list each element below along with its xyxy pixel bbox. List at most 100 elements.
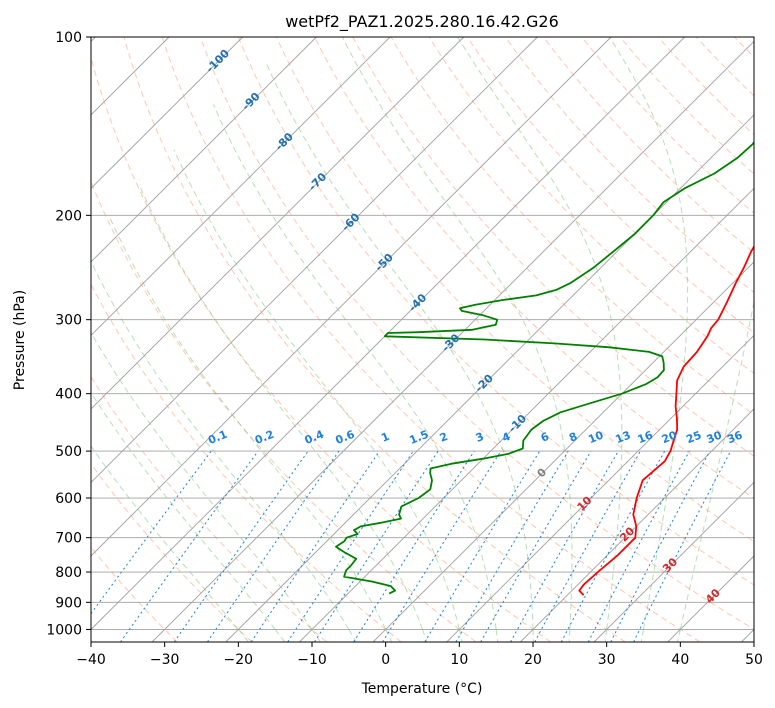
isotherm-line bbox=[91, 37, 244, 190]
x-tick-label: −10 bbox=[297, 652, 327, 668]
moist-adiabat bbox=[609, 37, 689, 630]
moist-adiabat bbox=[237, 629, 249, 642]
mixing-ratio-line bbox=[587, 450, 690, 642]
moist-adiabat bbox=[140, 187, 423, 630]
dry-adiabat bbox=[91, 462, 253, 642]
mixing-ratio-label: 16 bbox=[636, 428, 655, 446]
dry-adiabat bbox=[91, 283, 402, 642]
dry-adiabat bbox=[466, 37, 754, 334]
moist-adiabat bbox=[311, 629, 321, 642]
isotherm-line bbox=[225, 114, 754, 642]
moist-adiabat bbox=[91, 391, 276, 630]
isotherm-line bbox=[372, 261, 754, 642]
y-tick-label: 900 bbox=[55, 595, 82, 611]
isotherm-line bbox=[91, 37, 538, 484]
y-tick-label: 100 bbox=[55, 30, 82, 46]
isotherm-line bbox=[91, 37, 317, 263]
moist-adiabat bbox=[677, 629, 681, 642]
mixing-ratio-line bbox=[173, 450, 309, 642]
moist-adiabat bbox=[91, 445, 239, 630]
mixing-ratio-label: 25 bbox=[684, 428, 703, 446]
x-tick-label: 30 bbox=[598, 652, 616, 668]
mixing-ratio-line bbox=[120, 450, 259, 642]
dry-adiabat bbox=[390, 37, 754, 416]
mixing-ratio-line bbox=[382, 450, 502, 642]
y-tick-label: 500 bbox=[55, 444, 82, 460]
moist-adiabat bbox=[173, 149, 460, 630]
dry-adiabat bbox=[314, 37, 754, 499]
isotherm-line bbox=[91, 37, 391, 337]
mixing-ratio-label: 20 bbox=[660, 428, 679, 446]
mixing-ratio-line bbox=[206, 450, 340, 642]
isotherm-line bbox=[446, 334, 754, 642]
mixing-ratio-label: 13 bbox=[614, 428, 633, 446]
dry-adiabat bbox=[619, 37, 754, 175]
moist-adiabat bbox=[604, 629, 608, 642]
plot-frame bbox=[90, 36, 755, 643]
mixing-ratio-label: 10 bbox=[586, 428, 605, 446]
moist-adiabat bbox=[91, 331, 313, 630]
axes-layer: −40 −30 −20 −10 0 10 20 30 40 50 100 200 300 400 500 60… bbox=[46, 30, 763, 668]
mixing-ratio-line bbox=[560, 450, 666, 642]
y-tick-label: 600 bbox=[55, 491, 82, 507]
x-tick-label: 20 bbox=[524, 652, 542, 668]
mixing-ratio-label: 1 bbox=[379, 430, 391, 445]
moist-adiabat bbox=[640, 629, 644, 642]
mixing-ratio-label: 30 bbox=[705, 428, 724, 446]
moist-adiabat bbox=[385, 629, 392, 642]
y-tick-label: 700 bbox=[55, 531, 82, 547]
x-axis-title: Temperature (°C) bbox=[361, 681, 483, 697]
mixing-ratio-line bbox=[633, 450, 732, 642]
moist-adiabat bbox=[274, 629, 286, 642]
moist-adiabat bbox=[91, 260, 350, 630]
x-tick-label: −40 bbox=[76, 652, 106, 668]
isotherm-line bbox=[151, 40, 754, 642]
mixing-ratio-line bbox=[424, 450, 541, 642]
mixing-ratio-line bbox=[534, 450, 641, 642]
moist-adiabat bbox=[422, 629, 428, 642]
isotherm-line bbox=[91, 37, 465, 410]
isotherm-line bbox=[520, 408, 754, 642]
mixing-ratio-line bbox=[250, 450, 380, 642]
mixing-ratio-line bbox=[480, 450, 592, 642]
isotherm-line bbox=[91, 37, 612, 557]
moist-adiabat bbox=[341, 37, 573, 630]
isotherm-line bbox=[91, 37, 686, 631]
y-tick-label: 1000 bbox=[46, 622, 82, 638]
x-tick-label: 0 bbox=[381, 652, 390, 668]
mixing-ratio-label: 36 bbox=[725, 428, 744, 446]
dry-adiabat bbox=[504, 37, 754, 294]
x-tick-label: 10 bbox=[450, 652, 468, 668]
moist-adiabat bbox=[108, 215, 387, 630]
dry-adiabat bbox=[123, 37, 626, 642]
y-tick-label: 400 bbox=[55, 387, 82, 403]
dry-adiabat bbox=[237, 37, 754, 586]
moist-adiabat bbox=[679, 299, 754, 630]
temperature-profile bbox=[578, 244, 754, 596]
mixing-ratio-label: 3 bbox=[474, 430, 486, 445]
moist-adiabat bbox=[458, 629, 463, 642]
mixing-ratio-line bbox=[455, 450, 569, 642]
chart-title: wetPf2_PAZ1.2025.280.16.42.G26 bbox=[285, 12, 559, 32]
x-tick-label: 50 bbox=[745, 652, 763, 668]
y-tick-label: 800 bbox=[55, 565, 82, 581]
sounding-series-layer bbox=[335, 141, 754, 596]
dry-adiabat bbox=[199, 37, 754, 630]
moist-adiabat bbox=[265, 61, 534, 630]
isotherm-line bbox=[593, 481, 754, 642]
moist-adiabat bbox=[495, 629, 499, 642]
x-tick-label: −20 bbox=[224, 652, 254, 668]
dry-adiabat bbox=[161, 37, 701, 642]
y-tick-label: 300 bbox=[55, 313, 82, 329]
mixing-ratio-label: 8 bbox=[567, 430, 579, 445]
mixing-ratio-label: 2 bbox=[438, 430, 450, 445]
mixing-ratio-line bbox=[287, 450, 414, 642]
mixing-ratio-line bbox=[610, 450, 711, 642]
mixing-ratio-line bbox=[510, 450, 619, 642]
x-tick-label: −30 bbox=[150, 652, 180, 668]
y-axis-title: Pressure (hPa) bbox=[12, 290, 28, 390]
isotherm-line bbox=[299, 187, 754, 642]
y-tick-label: 200 bbox=[55, 208, 82, 224]
moist-adiabat bbox=[212, 104, 497, 630]
